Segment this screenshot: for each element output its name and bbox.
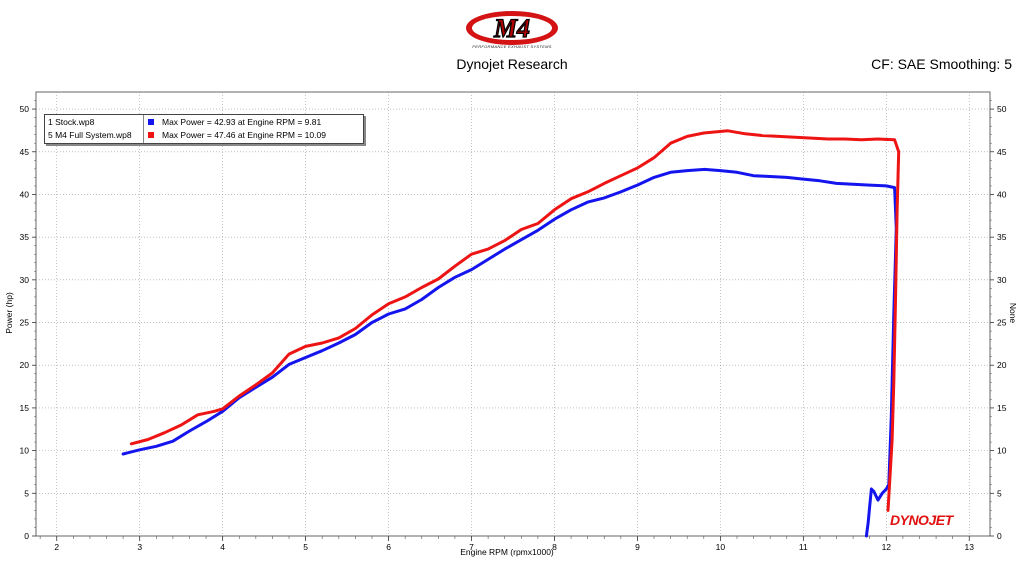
x-tick-label: 4: [220, 542, 225, 552]
x-tick-label: 10: [716, 542, 726, 552]
legend-entry-stock: 1 Stock.wp8 Max Power = 42.93 at Engine …: [45, 116, 363, 129]
x-tick-label: 11: [799, 542, 808, 552]
x-tick-label: 9: [635, 542, 640, 552]
y-tick-label-left: 45: [20, 147, 30, 157]
legend-swatch-stock: [148, 119, 154, 125]
series-group: [121, 129, 901, 538]
y-axis-label: Power (hp): [4, 292, 14, 334]
y-tick-label-right: 10: [997, 446, 1007, 456]
y-tick-label-right: 40: [997, 189, 1007, 199]
dynojet-watermark: DYNOJET: [888, 512, 955, 528]
legend-file-name: 1 Stock.wp8: [48, 117, 95, 127]
y-tick-label-right: 25: [997, 318, 1007, 328]
logo-text: M4: [493, 14, 530, 43]
legend-divider: [143, 115, 144, 143]
y-tick-label-right: 50: [997, 104, 1007, 114]
y-tick-label-right: 20: [997, 360, 1007, 370]
x-axis: 2 3 4 5 6 7 8 9 10 11 12 13: [39, 536, 975, 552]
legend-swatch-m4: [148, 132, 154, 138]
y-tick-label-left: 0: [24, 531, 29, 541]
x-tick-label: 2: [54, 542, 59, 552]
x-tick-label: 6: [386, 542, 391, 552]
y-tick-label-left: 30: [20, 275, 30, 285]
x-tick-label: 12: [882, 542, 892, 552]
y-axis-right: 0 5 10 15 20 25 30 35 40 45 50: [990, 100, 1007, 541]
y-tick-label-right: 5: [997, 488, 1002, 498]
dynojet-watermark-text: DYNOJET: [890, 512, 955, 528]
legend: 1 Stock.wp8 Max Power = 42.93 at Engine …: [44, 114, 364, 144]
x-tick-label: 8: [552, 542, 557, 552]
y-tick-label-right: 45: [997, 147, 1007, 157]
y-axis-left: 0 5 10 15 20 25 30 35 40 45 50: [20, 100, 36, 541]
correction-factor-text: CF: SAE Smoothing: 5: [871, 56, 1012, 72]
y-tick-label-left: 20: [20, 360, 30, 370]
y-tick-label-left: 50: [20, 104, 30, 114]
y-tick-label-left: 35: [20, 232, 30, 242]
series-line-m4: [129, 129, 901, 512]
y-tick-label-left: 10: [20, 446, 30, 456]
grid-lines: [36, 92, 990, 536]
y-axis-label-right: None: [1008, 303, 1018, 324]
plot-area: [35, 91, 991, 537]
page-title: Dynojet Research: [456, 56, 568, 72]
y-tick-label-right: 35: [997, 232, 1007, 242]
y-tick-label-left: 15: [20, 403, 30, 413]
x-tick-label: 5: [303, 542, 308, 552]
legend-file-name: 5 M4 Full System.wp8: [48, 130, 132, 140]
x-tick-label: 7: [469, 542, 474, 552]
x-tick-label: 3: [137, 542, 142, 552]
y-tick-label-right: 0: [997, 531, 1002, 541]
legend-entry-m4: 5 M4 Full System.wp8 Max Power = 47.46 a…: [45, 129, 363, 142]
m4-logo-icon: M4: [466, 11, 558, 45]
legend-max-text: Max Power = 42.93 at Engine RPM = 9.81: [162, 117, 322, 127]
logo-caption: PERFORMANCE EXHAUST SYSTEMS: [472, 44, 552, 49]
x-tick-label: 13: [965, 542, 975, 552]
y-tick-label-right: 15: [997, 403, 1007, 413]
y-tick-label-right: 30: [997, 275, 1007, 285]
y-tick-label-left: 25: [20, 318, 30, 328]
y-tick-label-left: 5: [24, 488, 29, 498]
legend-max-text: Max Power = 47.46 at Engine RPM = 10.09: [162, 130, 326, 140]
y-tick-label-left: 40: [20, 189, 30, 199]
x-axis-label: Engine RPM (rpmx1000): [460, 547, 554, 557]
